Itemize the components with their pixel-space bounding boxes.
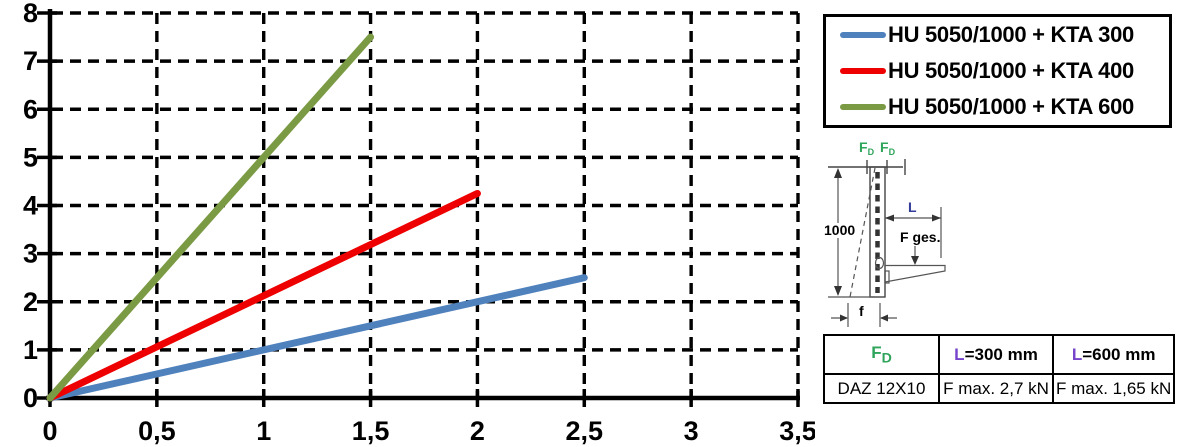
load-spec-table: FD L=300 mm L=600 mm DAZ 12X10 F max. 2,… — [823, 334, 1176, 404]
y-tick-label: 5 — [23, 142, 38, 172]
x-tick-label: 2 — [470, 416, 485, 446]
x-tick-label: 1 — [256, 416, 271, 446]
legend-line-sample-green — [840, 104, 886, 110]
y-tick-label: 6 — [23, 94, 38, 124]
upright-post — [869, 166, 886, 298]
height-1000-label: 1000 — [824, 222, 855, 238]
legend-label: HU 5050/1000 + KTA 400 — [888, 58, 1134, 83]
legend-item-kta300: HU 5050/1000 + KTA 300 — [840, 17, 1169, 53]
force-tick-marks — [866, 159, 906, 175]
label-backing — [823, 223, 851, 238]
load-deflection-chart: 0 0,5 1 1,5 2 2,5 3 3,5 0 1 2 3 4 5 6 7 8 — [23, 0, 815, 446]
legend-label: HU 5050/1000 + KTA 600 — [888, 94, 1134, 119]
header-cell-l600: L=600 mm — [1051, 334, 1176, 375]
header-cell-fd: FD — [823, 334, 940, 375]
x-tick-label: 3,5 — [779, 416, 815, 446]
fd-force-label-right: FD — [880, 139, 896, 157]
x-tick-label: 1,5 — [352, 416, 390, 446]
dim-arrow-up — [834, 168, 842, 178]
cantilever-bracket — [884, 264, 946, 283]
f-arrow-left — [880, 314, 888, 322]
y-tick-label: 8 — [23, 0, 38, 28]
table-header-row: FD L=300 mm L=600 mm — [823, 334, 1176, 375]
y-tick-label: 7 — [23, 46, 38, 76]
legend-line-sample-red — [840, 68, 886, 74]
f-deflection-label: f — [859, 303, 864, 319]
series-line-1 — [46, 189, 481, 402]
f-ges-label: F ges. — [900, 229, 940, 245]
l-length-label: L — [908, 199, 917, 215]
legend-item-kta400: HU 5050/1000 + KTA 400 — [840, 53, 1169, 89]
chart-legend: HU 5050/1000 + KTA 300 HU 5050/1000 + KT… — [823, 14, 1172, 128]
x-tick-label: 0 — [42, 416, 57, 446]
legend-item-kta600: HU 5050/1000 + KTA 600 — [840, 89, 1169, 125]
y-tick-label: 2 — [23, 287, 38, 317]
cell-anchor-type: DAZ 12X10 — [823, 373, 940, 404]
deflection-dashed-line — [849, 167, 876, 298]
header-cell-l300: L=300 mm — [938, 334, 1054, 375]
series-line-0 — [46, 274, 588, 402]
y-tick-label: 4 — [23, 191, 38, 221]
f-arrow-right — [840, 314, 848, 322]
legend-line-sample-blue — [840, 32, 886, 38]
bracket-hook — [884, 270, 890, 284]
fd-force-label-left: FD — [859, 139, 875, 157]
table-data-row: DAZ 12X10 F max. 2,7 kN F max. 1,65 kN — [823, 373, 1176, 404]
f-extension-lines — [847, 303, 881, 327]
y-tick-label: 1 — [23, 335, 38, 365]
series-line-2 — [46, 33, 375, 402]
x-tick-label: 3 — [684, 416, 699, 446]
cell-fmax-300: F max. 2,7 kN — [938, 373, 1054, 404]
f-ges-arrow-head — [911, 256, 919, 265]
l-arrow-left — [885, 214, 894, 222]
bracket-pivot-hole — [874, 256, 885, 270]
l-arrow-right — [932, 214, 941, 222]
legend-label: HU 5050/1000 + KTA 300 — [888, 22, 1134, 47]
bracket-load-sketch: FD FD 1000 L F ges. f — [823, 139, 946, 327]
y-tick-label: 3 — [23, 239, 38, 269]
x-tick-label: 2,5 — [566, 416, 604, 446]
cell-fmax-600: F max. 1,65 kN — [1051, 373, 1176, 404]
dim-arrow-down — [834, 286, 842, 296]
y-tick-label: 0 — [23, 383, 38, 413]
x-tick-label: 0,5 — [138, 416, 176, 446]
